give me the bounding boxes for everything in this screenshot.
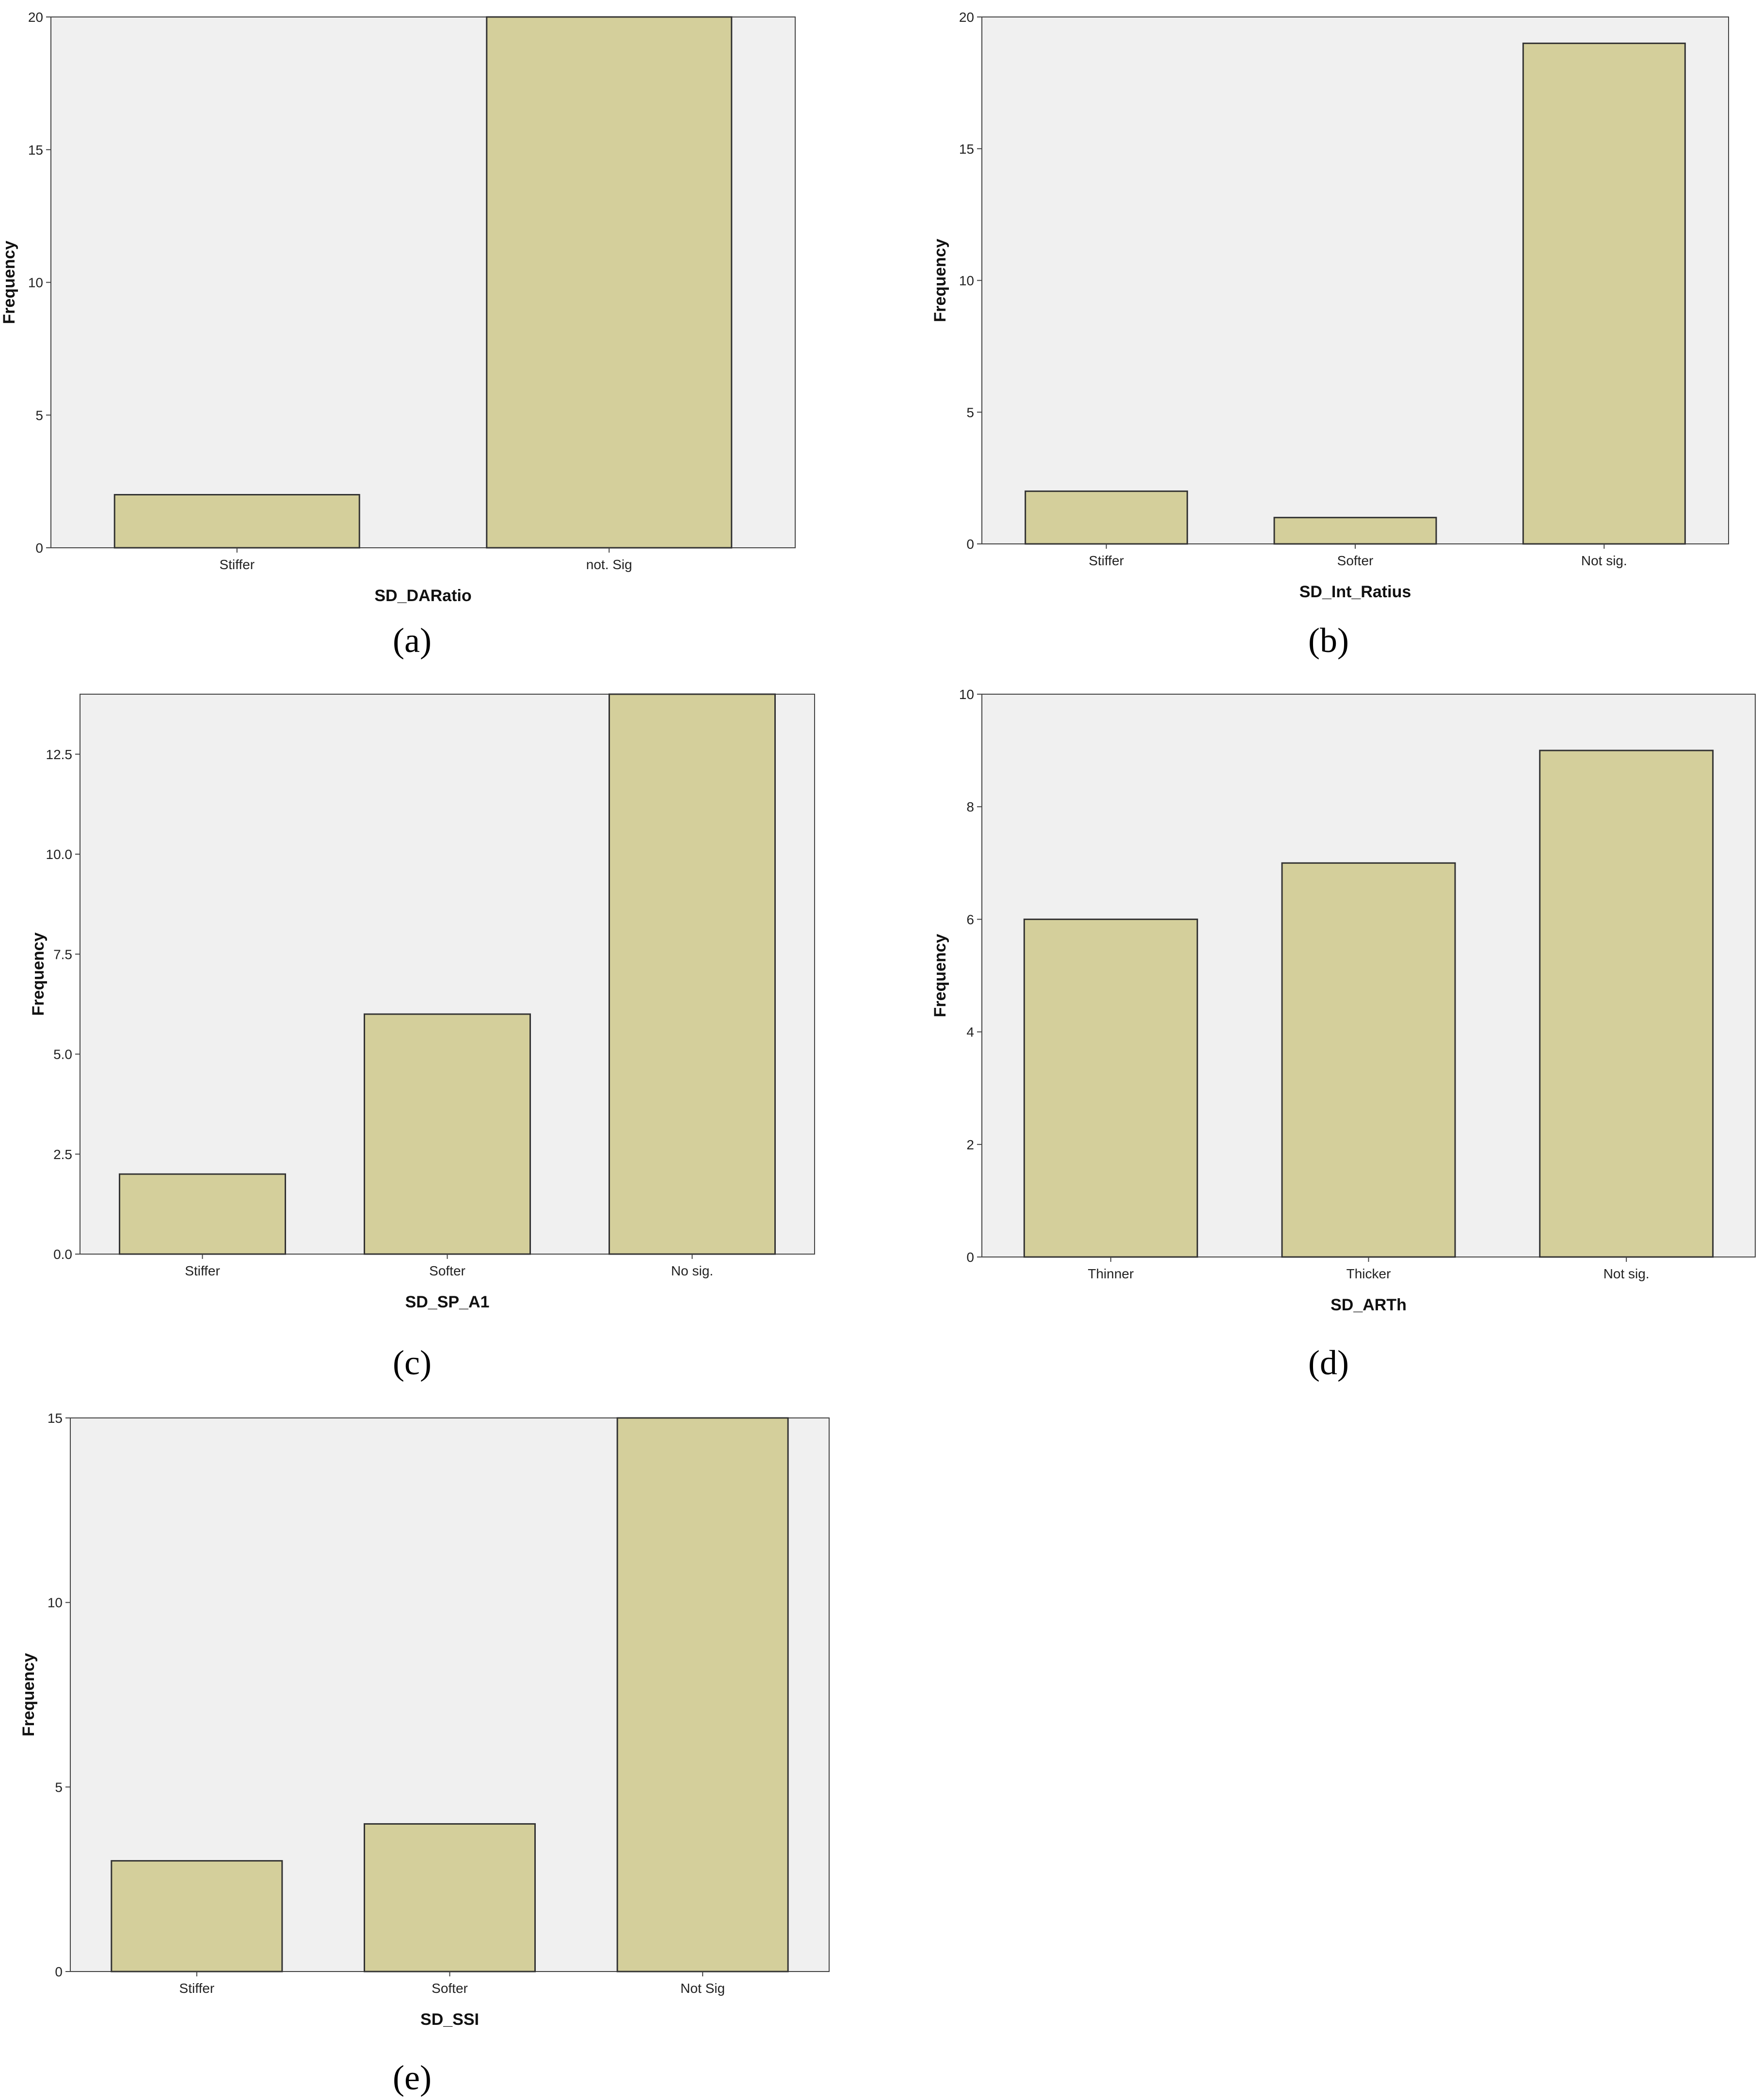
y-tick-label: 8 bbox=[966, 799, 974, 814]
bar-not-sig bbox=[616, 1417, 789, 1973]
bar-not-sig bbox=[486, 16, 733, 549]
x-axis-title: SD_Int_Ratius bbox=[1299, 583, 1411, 601]
x-tick-label: Softer bbox=[1337, 553, 1374, 568]
y-tick-label: 10 bbox=[959, 687, 974, 702]
bar-not-sig bbox=[1539, 749, 1714, 1258]
bar-thicker bbox=[1281, 862, 1456, 1258]
y-axis-title: Frequency bbox=[931, 239, 949, 322]
bar-stiffer bbox=[111, 1860, 283, 1973]
bar-stiffer bbox=[119, 1173, 286, 1255]
x-axis-title: SD_SSI bbox=[420, 2010, 479, 2029]
y-tick-label: 0.0 bbox=[53, 1247, 72, 1262]
x-tick-label: Softer bbox=[432, 1981, 468, 1996]
y-tick-label: 10 bbox=[28, 275, 43, 290]
y-tick-label: 15 bbox=[48, 1411, 63, 1426]
y-tick-label: 5 bbox=[966, 405, 974, 420]
y-tick-label: 5 bbox=[35, 408, 43, 423]
y-tick-label: 20 bbox=[959, 10, 974, 25]
y-tick-label: 10 bbox=[959, 273, 974, 288]
chart-panel-d: 0 2 4 6 8 10 Thinner Thicker Not sig. SD_ARTh Freq… bbox=[931, 687, 1756, 1382]
bar-softer bbox=[364, 1013, 531, 1255]
bar-not-sig bbox=[1522, 42, 1686, 545]
y-axis-title: Frequency bbox=[0, 240, 18, 324]
y-tick-label: 2.5 bbox=[53, 1147, 72, 1162]
bar-softer bbox=[364, 1823, 536, 1973]
x-tick-label: Not sig. bbox=[1603, 1266, 1650, 1281]
bar-stiffer bbox=[1025, 490, 1188, 545]
x-tick-label: Thinner bbox=[1088, 1266, 1134, 1281]
x-tick-label: Softer bbox=[429, 1263, 465, 1278]
bar-thinner bbox=[1023, 918, 1198, 1258]
x-tick-label: No sig. bbox=[671, 1263, 713, 1278]
x-tick-label: Not sig. bbox=[1581, 553, 1627, 568]
panel-label: (b) bbox=[1308, 621, 1349, 660]
chart-panel-c: 0.0 2.5 5.0 7.5 10.0 12.5 Stiffer Softer No sig.… bbox=[29, 693, 815, 1382]
y-tick-label: 15 bbox=[959, 142, 974, 157]
y-tick-label: 0 bbox=[55, 1964, 63, 1979]
y-tick-label: 15 bbox=[28, 143, 43, 158]
chart-panel-a: 0 5 10 15 20 Stiffer not. Sig SD_DARatio Frequen… bbox=[0, 10, 796, 660]
y-tick-label: 0 bbox=[966, 1250, 974, 1265]
y-axis-title: Frequency bbox=[931, 934, 949, 1017]
bar-stiffer bbox=[113, 494, 360, 549]
bar-no-sig bbox=[609, 693, 776, 1255]
y-tick-label: 5 bbox=[55, 1780, 63, 1795]
x-tick-label: Stiffer bbox=[185, 1263, 220, 1278]
y-tick-label: 0 bbox=[35, 541, 43, 556]
x-axis-title: SD_ARTh bbox=[1330, 1296, 1407, 1314]
y-tick-label: 0 bbox=[966, 537, 974, 552]
y-tick-label: 2 bbox=[966, 1137, 974, 1152]
panel-label: (a) bbox=[393, 621, 432, 660]
bar-softer bbox=[1273, 517, 1437, 545]
x-tick-label: not. Sig bbox=[586, 557, 632, 572]
panel-label: (c) bbox=[393, 1343, 432, 1382]
chart-panel-b: 0 5 10 15 20 Stiffer Softer Not sig. SD_Int_Rati… bbox=[931, 10, 1729, 660]
x-tick-label: Stiffer bbox=[219, 557, 255, 572]
panel-label: (e) bbox=[393, 2058, 432, 2097]
chart-panel-e: 0 5 10 15 Stiffer Softer Not Sig SD_SSI Frequenc… bbox=[19, 1411, 830, 2097]
y-tick-label: 10 bbox=[48, 1595, 63, 1610]
x-tick-label: Stiffer bbox=[179, 1981, 215, 1996]
y-tick-label: 7.5 bbox=[53, 947, 72, 962]
x-axis-title: SD_DARatio bbox=[374, 587, 471, 605]
panel-label: (d) bbox=[1308, 1343, 1349, 1382]
y-axis-title: Frequency bbox=[19, 1653, 38, 1736]
x-tick-label: Not Sig bbox=[680, 1981, 725, 1996]
x-axis-title: SD_SP_A1 bbox=[405, 1293, 490, 1311]
y-tick-label: 4 bbox=[966, 1025, 974, 1040]
x-tick-label: Stiffer bbox=[1089, 553, 1124, 568]
y-tick-label: 20 bbox=[28, 10, 43, 25]
y-tick-label: 5.0 bbox=[53, 1047, 72, 1062]
y-tick-label: 6 bbox=[966, 912, 974, 927]
y-tick-label: 10.0 bbox=[46, 847, 73, 862]
x-tick-label: Thicker bbox=[1346, 1266, 1391, 1281]
y-tick-label: 12.5 bbox=[46, 747, 73, 762]
y-axis-title: Frequency bbox=[29, 932, 48, 1016]
